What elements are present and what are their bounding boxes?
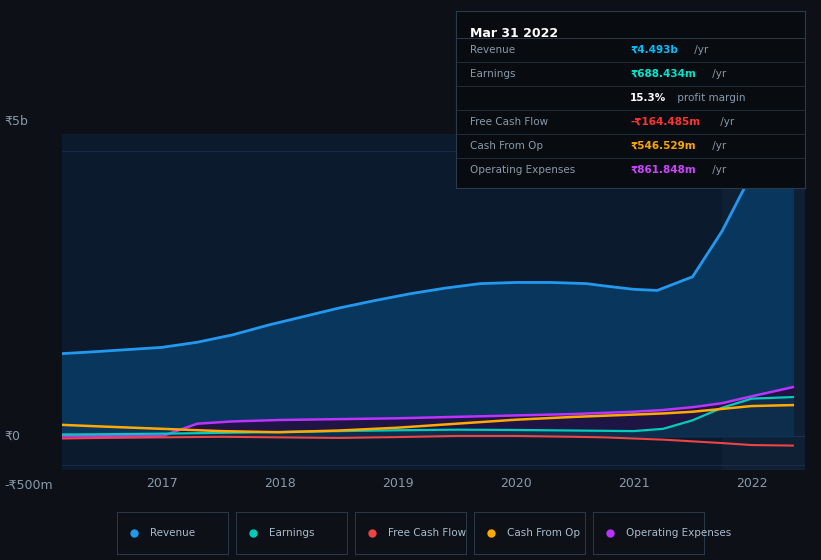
Text: Revenue: Revenue <box>150 529 195 538</box>
Text: Operating Expenses: Operating Expenses <box>470 165 575 175</box>
Text: ₹546.529m: ₹546.529m <box>631 141 695 151</box>
Text: /yr: /yr <box>691 45 709 55</box>
Text: profit margin: profit margin <box>674 93 745 103</box>
Text: 15.3%: 15.3% <box>631 93 667 103</box>
Text: ₹5b: ₹5b <box>4 115 28 128</box>
Text: ₹688.434m: ₹688.434m <box>631 69 696 79</box>
Text: Operating Expenses: Operating Expenses <box>626 529 732 538</box>
Text: ₹861.848m: ₹861.848m <box>631 165 696 175</box>
Text: /yr: /yr <box>709 165 726 175</box>
Text: Earnings: Earnings <box>269 529 314 538</box>
Text: -₹164.485m: -₹164.485m <box>631 117 700 127</box>
Text: /yr: /yr <box>709 141 726 151</box>
Text: Earnings: Earnings <box>470 69 515 79</box>
Text: ₹0: ₹0 <box>4 430 20 443</box>
Text: -₹500m: -₹500m <box>4 479 53 492</box>
Bar <box>722 134 805 470</box>
Text: Cash From Op: Cash From Op <box>507 529 580 538</box>
Text: Mar 31 2022: Mar 31 2022 <box>470 27 557 40</box>
Text: ₹4.493b: ₹4.493b <box>631 45 678 55</box>
Text: Revenue: Revenue <box>470 45 515 55</box>
Text: Free Cash Flow: Free Cash Flow <box>470 117 548 127</box>
Text: Cash From Op: Cash From Op <box>470 141 543 151</box>
Text: /yr: /yr <box>709 69 726 79</box>
Text: Free Cash Flow: Free Cash Flow <box>388 529 466 538</box>
Text: /yr: /yr <box>718 117 735 127</box>
